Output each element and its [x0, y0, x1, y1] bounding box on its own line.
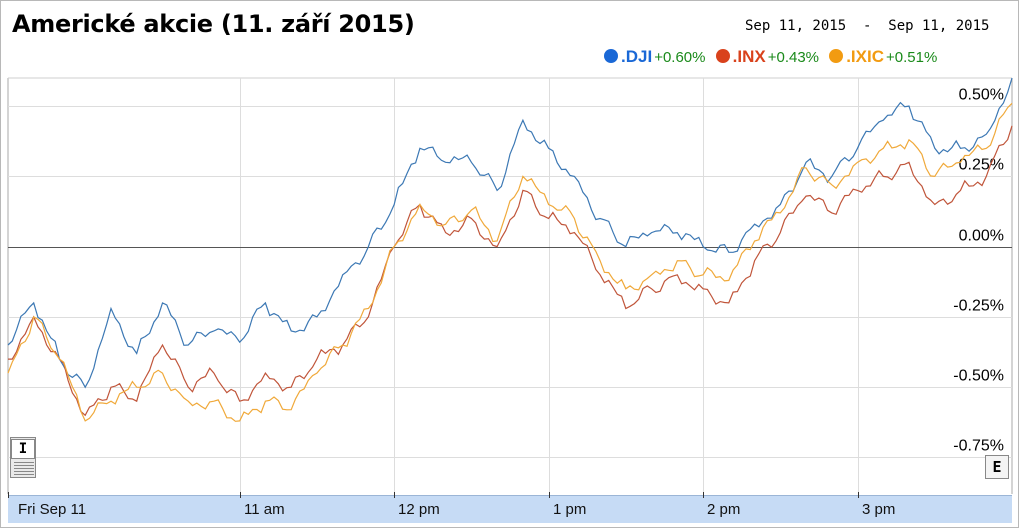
- legend-name: .IXIC: [846, 47, 884, 66]
- legend-dot-icon: [829, 49, 844, 63]
- y-tick-label: -0.25%: [953, 298, 1004, 315]
- grip-line-icon: [14, 462, 34, 463]
- time-axis-bar[interactable]: Fri Sep 11 11 am 12 pm 1 pm 2 pm 3 pm: [8, 492, 1012, 523]
- x-tick-label: 11 am: [244, 501, 285, 518]
- x-tick-mark: [858, 492, 859, 498]
- grip-line-icon: [14, 474, 34, 475]
- zoom-handle-label: I: [11, 439, 35, 459]
- x-tick-label: Fri Sep 11: [18, 501, 87, 518]
- legend-change: +0.51%: [885, 49, 938, 66]
- legend-change: +0.43%: [767, 49, 820, 66]
- legend-name: .INX: [732, 47, 766, 66]
- chart-title: Americké akcie (11. září 2015): [12, 10, 415, 38]
- grip-line-icon: [14, 468, 34, 469]
- x-tick-label: 2 pm: [707, 501, 741, 518]
- x-tick-mark: [703, 492, 704, 498]
- legend-name: .DJI: [621, 47, 653, 66]
- grip-line-icon: [14, 465, 34, 466]
- legend-dot-icon: [604, 49, 618, 63]
- y-tick-label: 0.25%: [959, 157, 1004, 174]
- x-tick-mark: [8, 492, 9, 498]
- series-line-dji: [7, 77, 1013, 389]
- export-button[interactable]: E: [985, 455, 1009, 479]
- y-tick-label: 0.00%: [959, 228, 1004, 245]
- legend-item-inx[interactable]: .INX +0.43%: [715, 47, 820, 67]
- legend: .DJI +0.60% .INX +0.43% .IXIC +0.51%: [604, 47, 943, 67]
- x-tick-label: 3 pm: [862, 501, 896, 518]
- grip-line-icon: [14, 471, 34, 472]
- zoom-range-handle[interactable]: I: [10, 437, 36, 478]
- y-tick-label: -0.50%: [953, 368, 1004, 385]
- legend-change: +0.60%: [654, 49, 706, 66]
- legend-item-dji[interactable]: .DJI +0.60%: [604, 47, 705, 67]
- series-line-inx: [8, 125, 1013, 417]
- y-tick-label: 0.50%: [959, 87, 1004, 104]
- series-line-ixic: [7, 102, 1013, 422]
- x-tick-label: 12 pm: [398, 501, 440, 518]
- legend-item-ixic[interactable]: .IXIC +0.51%: [829, 47, 937, 67]
- date-range: Sep 11, 2015 - Sep 11, 2015: [745, 18, 990, 34]
- x-tick-mark: [394, 492, 395, 498]
- x-tick-label: 1 pm: [553, 501, 587, 518]
- x-tick-mark: [240, 492, 241, 498]
- y-tick-label: -0.75%: [953, 438, 1004, 455]
- legend-dot-icon: [715, 49, 730, 63]
- x-tick-mark: [549, 492, 550, 498]
